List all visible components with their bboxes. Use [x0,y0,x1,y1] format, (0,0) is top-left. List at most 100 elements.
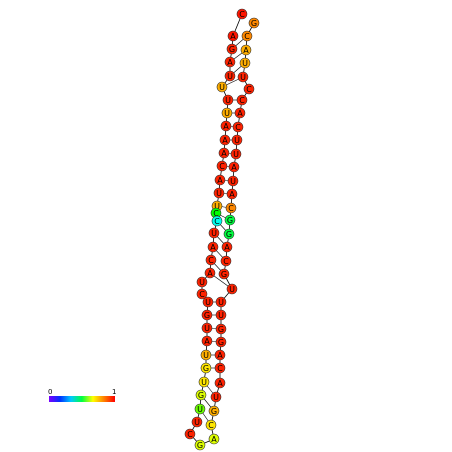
nucleotide-circle [241,30,253,42]
nucleotide: U [237,71,249,83]
nucleotide: G [215,323,227,335]
nucleotide: A [227,30,239,42]
nucleotides: CAGAUUUUAAACAUUCCUACAUCUGUAUGUGUUCGACGUA… [184,8,260,451]
nucleotide-label: G [203,364,209,373]
nucleotide-label: C [228,204,234,213]
nucleotide-circle [230,148,242,160]
nucleotide-circle [201,309,213,321]
nucleotide-label: U [229,285,235,294]
nucleotide-circle [208,405,220,417]
nucleotide-label: U [216,189,222,198]
nucleotide-circle [215,336,227,348]
nucleotide: U [196,276,208,288]
nucleotide-label: G [218,325,224,334]
nucleotide: A [208,433,220,445]
nucleotide: A [240,44,252,56]
nucleotide-label: G [221,270,227,279]
nucleotide: U [231,134,243,146]
nucleotide: C [225,202,237,214]
nucleotide-circle [220,255,232,267]
nucleotide-label: U [213,393,219,402]
nucleotide-circle [218,268,230,280]
nucleotide-circle [224,70,236,82]
nucleotide-label: U [218,298,224,307]
nucleotide: U [215,309,227,321]
nucleotide: U [221,107,233,119]
nucleotide: A [219,134,231,146]
nucleotide-label: U [227,72,233,81]
nucleotide-circle [184,428,196,440]
nucleotide-label: U [204,324,210,333]
nucleotide-circle [248,17,260,29]
nucleotide-label: G [197,441,203,450]
nucleotide: G [201,309,213,321]
nucleotide: A [228,161,240,173]
nucleotide-label: C [208,256,214,265]
nucleotide: A [214,174,226,186]
nucleotide: G [218,268,230,280]
nucleotide-label: C [208,421,214,430]
nucleotide: U [191,416,203,428]
nucleotide-label: U [211,229,217,238]
nucleotide-circle [205,254,217,266]
nucleotide-label: C [217,364,223,373]
colorbar-max-label: 1 [112,388,116,396]
nucleotide: U [210,391,222,403]
nucleotide-circle [201,335,213,347]
nucleotide: C [241,30,253,42]
nucleotide-label: G [229,45,235,54]
nucleotide: A [214,377,226,389]
nucleotide: G [248,17,260,29]
nucleotide-circle [236,8,248,20]
nucleotide-label: G [198,391,204,400]
nucleotide-label: U [242,59,248,68]
nucleotide: U [201,322,213,334]
nucleotide-label: C [187,430,193,439]
nucleotide: U [227,175,239,187]
nucleotide-circle [213,187,225,199]
nucleotide-label: A [210,243,216,252]
nucleotide-circle [227,30,239,42]
colorbar-min-label: 0 [48,388,52,396]
nucleotide-label: U [218,311,224,320]
nucleotide: C [211,215,223,227]
nucleotide-label: C [223,257,229,266]
nucleotide-circle [231,134,243,146]
nucleotide-label: G [211,407,217,416]
nucleotide-label: C [199,290,205,299]
nucleotide: G [224,214,236,226]
nucleotide-circle [210,391,222,403]
nucleotide-circle [237,71,249,83]
nucleotide-label: A [222,136,228,145]
nucleotide-label: U [234,136,240,145]
probability-colorbar: 0 1 [48,388,116,402]
nucleotide-circle [234,107,246,119]
nucleotide-label: A [223,122,229,131]
nucleotide-circle [214,349,226,361]
nucleotide-circle [240,44,252,56]
nucleotide-label: A [229,190,235,199]
nucleotide: U [224,70,236,82]
nucleotide: C [184,428,196,440]
nucleotide-circle [195,389,207,401]
nucleotide-circle [196,288,208,300]
nucleotide: A [234,107,246,119]
nucleotide-circle [225,202,237,214]
nucleotide-label: A [231,163,237,172]
nucleotide-label: U [197,405,203,414]
nucleotide: U [194,403,206,415]
nucleotide-label: C [213,209,219,218]
nucleotide-circle [224,56,236,68]
nucleotide-circle [208,227,220,239]
nucleotide-circle [218,147,230,159]
nucleotide: A [214,349,226,361]
nucleotide: U [230,148,242,160]
nucleotide-label: C [246,85,252,94]
nucleotide-circle [214,174,226,186]
nucleotide-label: G [204,311,210,320]
nucleotide: G [208,405,220,417]
nucleotide-circle [214,362,226,374]
nucleotide-label: C [244,32,250,41]
nucleotide: U [198,376,210,388]
nucleotide: U [200,349,212,361]
